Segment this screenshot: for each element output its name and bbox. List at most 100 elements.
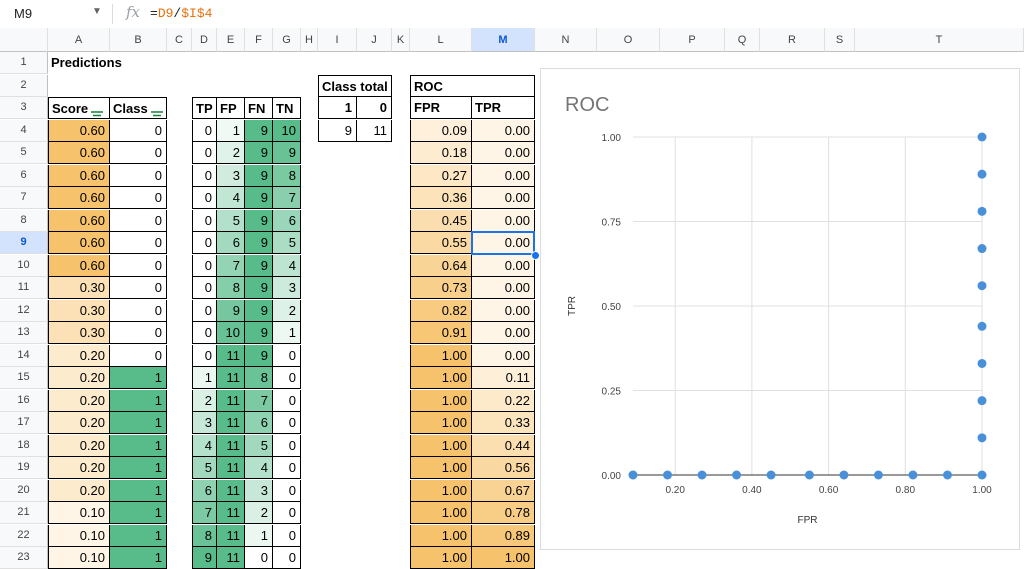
column-header-d[interactable]: D bbox=[192, 28, 217, 52]
fn-cell[interactable]: 9 bbox=[245, 232, 273, 254]
fp-cell[interactable]: 11 bbox=[217, 457, 245, 479]
score-cell[interactable]: 0.20 bbox=[48, 479, 110, 502]
tn-cell[interactable]: 0 bbox=[273, 524, 301, 547]
fp-cell[interactable]: 11 bbox=[217, 367, 245, 389]
filter-icon[interactable] bbox=[150, 105, 163, 117]
score-cell[interactable]: 0.20 bbox=[48, 344, 110, 367]
fpr-cell[interactable]: 0.09 bbox=[410, 119, 472, 142]
tp-cell[interactable]: 1 bbox=[192, 367, 217, 389]
column-header-m[interactable]: M bbox=[472, 28, 535, 52]
score-cell[interactable]: 0.60 bbox=[48, 187, 110, 209]
class-cell[interactable]: 1 bbox=[110, 547, 167, 569]
header-class-total[interactable]: Class total bbox=[318, 74, 392, 97]
header-tpr[interactable]: TPR bbox=[472, 97, 535, 119]
tp-cell[interactable]: 3 bbox=[192, 412, 217, 434]
class-cell[interactable]: 1 bbox=[110, 457, 167, 479]
row-header-11[interactable]: 11 bbox=[0, 277, 48, 299]
class-cell[interactable]: 1 bbox=[110, 412, 167, 434]
column-header-j[interactable]: J bbox=[357, 28, 392, 52]
fpr-cell[interactable]: 1.00 bbox=[410, 457, 472, 479]
fpr-cell[interactable]: 0.18 bbox=[410, 142, 472, 164]
column-header-t[interactable]: T bbox=[855, 28, 1024, 52]
name-box[interactable]: M9 bbox=[14, 6, 33, 21]
fpr-cell[interactable]: 0.82 bbox=[410, 299, 472, 322]
class-cell[interactable]: 1 bbox=[110, 434, 167, 457]
header-roc[interactable]: ROC bbox=[410, 74, 535, 97]
score-cell[interactable]: 0.10 bbox=[48, 547, 110, 569]
tp-cell[interactable]: 0 bbox=[192, 277, 217, 299]
tn-cell[interactable]: 1 bbox=[273, 322, 301, 344]
row-header-10[interactable]: 10 bbox=[0, 254, 48, 277]
fp-cell[interactable]: 5 bbox=[217, 209, 245, 232]
fn-cell[interactable]: 9 bbox=[245, 254, 273, 277]
tn-cell[interactable]: 0 bbox=[273, 547, 301, 569]
fpr-cell[interactable]: 1.00 bbox=[410, 547, 472, 569]
fp-cell[interactable]: 7 bbox=[217, 254, 245, 277]
class-cell[interactable]: 1 bbox=[110, 502, 167, 524]
tn-cell[interactable]: 3 bbox=[273, 277, 301, 299]
tn-cell[interactable]: 5 bbox=[273, 232, 301, 254]
fn-cell[interactable]: 9 bbox=[245, 164, 273, 187]
tpr-cell[interactable]: 0.00 bbox=[472, 142, 535, 164]
fp-cell[interactable]: 11 bbox=[217, 344, 245, 367]
header-tn[interactable]: TN bbox=[273, 97, 301, 119]
fp-cell[interactable]: 11 bbox=[217, 389, 245, 412]
fn-cell[interactable]: 9 bbox=[245, 299, 273, 322]
tp-cell[interactable]: 0 bbox=[192, 322, 217, 344]
fpr-cell[interactable]: 1.00 bbox=[410, 479, 472, 502]
class-cell[interactable]: 0 bbox=[110, 209, 167, 232]
score-cell[interactable]: 0.10 bbox=[48, 502, 110, 524]
tpr-cell[interactable]: 0.00 bbox=[472, 322, 535, 344]
fp-cell[interactable]: 4 bbox=[217, 187, 245, 209]
select-all-corner[interactable] bbox=[0, 28, 48, 52]
score-cell[interactable]: 0.10 bbox=[48, 524, 110, 547]
header-fpr[interactable]: FPR bbox=[410, 97, 472, 119]
fp-cell[interactable]: 9 bbox=[217, 299, 245, 322]
class-cell[interactable]: 0 bbox=[110, 119, 167, 142]
column-header-a[interactable]: A bbox=[48, 28, 110, 52]
tp-cell[interactable]: 0 bbox=[192, 142, 217, 164]
fn-cell[interactable]: 9 bbox=[245, 209, 273, 232]
tpr-cell[interactable]: 0.22 bbox=[472, 389, 535, 412]
tn-cell[interactable]: 9 bbox=[273, 142, 301, 164]
fn-cell[interactable]: 6 bbox=[245, 412, 273, 434]
row-header-6[interactable]: 6 bbox=[0, 164, 48, 187]
fpr-cell[interactable]: 1.00 bbox=[410, 389, 472, 412]
tn-cell[interactable]: 2 bbox=[273, 299, 301, 322]
tp-cell[interactable]: 0 bbox=[192, 232, 217, 254]
fn-cell[interactable]: 9 bbox=[245, 322, 273, 344]
fill-handle[interactable] bbox=[531, 250, 540, 260]
fn-cell[interactable]: 7 bbox=[245, 389, 273, 412]
tp-cell[interactable]: 2 bbox=[192, 389, 217, 412]
row-header-16[interactable]: 16 bbox=[0, 389, 48, 412]
tn-cell[interactable]: 0 bbox=[273, 434, 301, 457]
fpr-cell[interactable]: 0.45 bbox=[410, 209, 472, 232]
fn-cell[interactable]: 2 bbox=[245, 502, 273, 524]
score-cell[interactable]: 0.60 bbox=[48, 232, 110, 254]
tp-cell[interactable]: 0 bbox=[192, 254, 217, 277]
tpr-cell[interactable]: 0.00 bbox=[472, 187, 535, 209]
tpr-cell[interactable]: 0.00 bbox=[472, 344, 535, 367]
class-cell[interactable]: 1 bbox=[110, 479, 167, 502]
tp-cell[interactable]: 0 bbox=[192, 299, 217, 322]
header-score[interactable]: Score bbox=[48, 97, 110, 119]
tp-cell[interactable]: 5 bbox=[192, 457, 217, 479]
class-cell[interactable]: 1 bbox=[110, 367, 167, 389]
row-header-13[interactable]: 13 bbox=[0, 322, 48, 344]
row-header-22[interactable]: 22 bbox=[0, 524, 48, 547]
tn-cell[interactable]: 0 bbox=[273, 479, 301, 502]
fpr-cell[interactable]: 0.55 bbox=[410, 232, 472, 254]
row-header-7[interactable]: 7 bbox=[0, 187, 48, 209]
row-header-18[interactable]: 18 bbox=[0, 434, 48, 457]
fpr-cell[interactable]: 0.73 bbox=[410, 277, 472, 299]
column-header-c[interactable]: C bbox=[167, 28, 192, 52]
fn-cell[interactable]: 9 bbox=[245, 187, 273, 209]
column-header-p[interactable]: P bbox=[660, 28, 725, 52]
fn-cell[interactable]: 1 bbox=[245, 524, 273, 547]
tn-cell[interactable]: 0 bbox=[273, 502, 301, 524]
tp-cell[interactable]: 7 bbox=[192, 502, 217, 524]
tn-cell[interactable]: 6 bbox=[273, 209, 301, 232]
score-cell[interactable]: 0.60 bbox=[48, 119, 110, 142]
tpr-cell[interactable]: 0.56 bbox=[472, 457, 535, 479]
score-cell[interactable]: 0.60 bbox=[48, 164, 110, 187]
